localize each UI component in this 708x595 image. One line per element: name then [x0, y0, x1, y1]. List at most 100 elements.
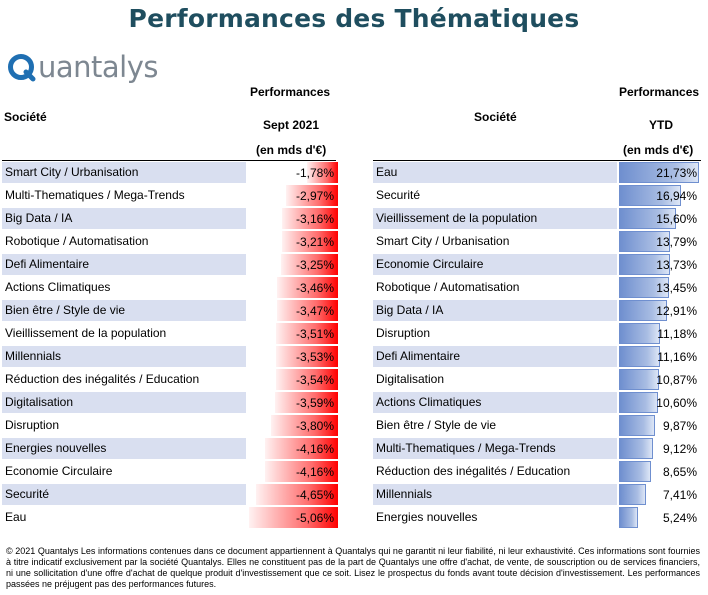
performance-bar [277, 300, 338, 321]
performance-bar [619, 277, 669, 298]
right-header-period: YTD [649, 118, 673, 132]
row-performance-value: -3,47% [295, 304, 334, 318]
row-performance-value: -3,53% [295, 350, 334, 364]
row-performance-cell: 12,91% [617, 300, 701, 321]
left-header-divider [2, 160, 336, 161]
performance-bar [619, 254, 670, 275]
performance-bar [280, 254, 338, 275]
row-performance-cell: -3,47% [246, 300, 338, 321]
row-theme-name: Réduction des inégalités / Education [376, 464, 571, 478]
table-row: Robotique / Automatisation 13,45% [373, 276, 701, 299]
row-performance-value: 5,24% [662, 511, 697, 525]
row-performance-cell: 10,60% [617, 392, 701, 413]
table-row: Big Data / IA -3,16% [2, 207, 338, 230]
row-performance-value: 16,94% [656, 189, 697, 203]
row-theme-name: Multi-Thematiques / Mega-Trends [5, 188, 185, 202]
row-performance-value: -3,59% [295, 396, 334, 410]
performance-bar [281, 231, 338, 252]
row-performance-value: 10,87% [656, 373, 697, 387]
performance-bar [619, 415, 656, 436]
row-performance-cell: 21,73% [617, 162, 701, 183]
row-theme-name: Energies nouvelles [376, 510, 478, 524]
table-row: Actions Climatiques -3,46% [2, 276, 338, 299]
table-row: Defi Alimentaire 11,16% [373, 345, 701, 368]
row-theme-name: Smart City / Urbanisation [376, 234, 510, 248]
performance-bar [271, 415, 338, 436]
row-performance-value: 10,60% [656, 396, 697, 410]
row-theme-name: Defi Alimentaire [5, 257, 90, 271]
logo-q-icon [8, 54, 36, 82]
row-performance-cell: -1,78% [246, 162, 338, 183]
performance-bar [619, 346, 661, 367]
performance-bar [306, 162, 338, 183]
row-performance-cell: 5,24% [617, 507, 701, 528]
row-performance-cell: 10,87% [617, 369, 701, 390]
row-performance-cell: -3,46% [246, 277, 338, 298]
row-theme-name: Economie Circulaire [376, 257, 484, 271]
row-performance-value: -4,65% [295, 488, 334, 502]
quantalys-logo: uantalys [7, 48, 159, 88]
table-row: Energies nouvelles -4,16% [2, 437, 338, 460]
performance-bar [285, 185, 338, 206]
table-row: Robotique / Automatisation -3,21% [2, 230, 338, 253]
row-performance-cell: -3,59% [246, 392, 338, 413]
performance-bar [276, 323, 338, 344]
row-theme-name: Big Data / IA [376, 303, 444, 317]
performance-bar [619, 185, 682, 206]
performance-bar [274, 392, 338, 413]
row-theme-name: Robotique / Automatisation [376, 280, 520, 294]
row-performance-cell: 13,79% [617, 231, 701, 252]
row-theme-name: Defi Alimentaire [376, 349, 461, 363]
row-performance-cell: -4,16% [246, 438, 338, 459]
row-theme-name: Millennials [376, 487, 433, 501]
row-theme-name: Disruption [376, 326, 431, 340]
row-performance-cell: 13,73% [617, 254, 701, 275]
table-row: Réduction des inégalités / Education -3,5… [2, 368, 338, 391]
table-row: Eau 21,73% [373, 161, 701, 184]
right-header-performances: Performances [619, 85, 700, 99]
row-theme-name: Vieillissement de la population [5, 326, 167, 340]
row-performance-cell: 16,94% [617, 185, 701, 206]
performance-bar [619, 484, 647, 505]
row-performance-cell: -3,21% [246, 231, 338, 252]
row-performance-cell: -3,80% [246, 415, 338, 436]
row-performance-cell: -3,25% [246, 254, 338, 275]
row-performance-value: -4,16% [295, 442, 334, 456]
table-row: Disruption -3,80% [2, 414, 338, 437]
row-performance-value: 11,18% [657, 327, 697, 341]
row-performance-value: 13,45% [656, 281, 697, 295]
right-performance-table: Eau 21,73% Securité 16,94% Vieillissement de… [373, 161, 701, 529]
performance-bar [619, 438, 653, 459]
footnote: © 2021 Quantalys Les informations conten… [6, 546, 700, 589]
right-header-societe: Société [474, 110, 517, 124]
performance-bar [619, 162, 699, 183]
row-performance-value: 21,73% [656, 166, 697, 180]
row-theme-name: Securité [5, 487, 50, 501]
row-performance-value: 7,41% [662, 488, 697, 502]
performance-bar [619, 231, 670, 252]
performance-bar [264, 461, 338, 482]
table-row: Digitalisation -3,59% [2, 391, 338, 414]
left-header-societe: Société [4, 110, 47, 124]
table-row: Securité 16,94% [373, 184, 701, 207]
row-performance-cell: -3,53% [246, 346, 338, 367]
right-header-unit: (en mds d'€) [623, 143, 694, 157]
row-theme-name: Bien être / Style de vie [376, 418, 497, 432]
row-performance-cell: -3,16% [246, 208, 338, 229]
table-row: Disruption 11,18% [373, 322, 701, 345]
row-performance-cell: -5,06% [246, 507, 338, 528]
row-performance-value: -3,51% [295, 327, 334, 341]
row-performance-value: -3,16% [295, 212, 334, 226]
row-theme-name: Economie Circulaire [5, 464, 113, 478]
row-performance-cell: 9,12% [617, 438, 701, 459]
row-performance-value: 8,65% [662, 465, 697, 479]
row-theme-name: Réduction des inégalités / Education [5, 372, 200, 386]
row-performance-value: -3,80% [295, 419, 334, 433]
row-performance-value: 15,60% [656, 212, 697, 226]
performance-bar [619, 208, 677, 229]
row-performance-value: -2,97% [295, 189, 334, 203]
row-theme-name: Actions Climatiques [376, 395, 482, 409]
table-row: Millennials -3,53% [2, 345, 338, 368]
row-performance-value: -5,06% [295, 511, 334, 525]
row-performance-cell: 9,87% [617, 415, 701, 436]
